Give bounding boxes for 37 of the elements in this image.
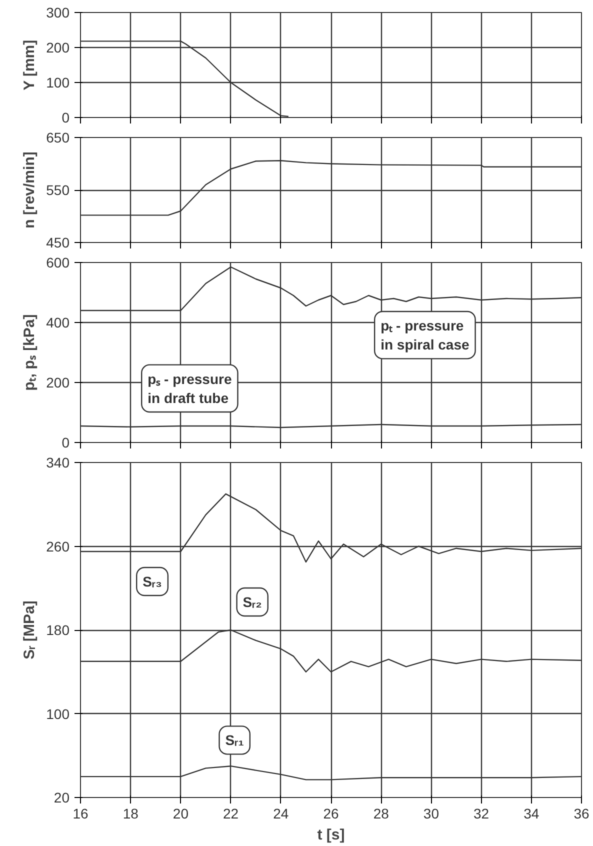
- y-tick-label: 550: [46, 182, 70, 198]
- y-axis-title: Sᵣ [MPa]: [21, 600, 38, 660]
- y-tick-label: 260: [46, 538, 70, 554]
- y-tick-label: 200: [46, 40, 70, 56]
- annotation: Sᵣ₁: [225, 732, 244, 748]
- x-tick-label: 16: [72, 806, 88, 822]
- y-tick-label: 20: [54, 790, 70, 806]
- y-tick-label: 200: [46, 374, 70, 390]
- x-tick-label: 30: [423, 806, 440, 822]
- y-tick-label: 400: [46, 314, 70, 330]
- annotation: pₛ - pressure in draft tube: [148, 370, 232, 406]
- x-tick-label: 20: [172, 806, 189, 822]
- annotation: Sᵣ₂: [242, 594, 262, 610]
- annotation: pₜ - pressure in spiral case: [380, 318, 470, 353]
- x-tick-label: 32: [474, 806, 490, 822]
- annotation: Sᵣ₃: [142, 573, 162, 590]
- x-axis-title: t [s]: [317, 826, 345, 844]
- y-tick-label: 340: [46, 454, 70, 470]
- x-tick-label: 18: [122, 806, 139, 822]
- y-tick-label: 180: [46, 622, 70, 638]
- y-tick-label: 100: [46, 74, 70, 90]
- y-tick-label: 450: [46, 234, 70, 250]
- y-tick-label: 0: [62, 434, 70, 450]
- y-tick-label: 0: [62, 110, 70, 126]
- y-tick-label: 300: [46, 4, 70, 20]
- x-tick-label: 22: [223, 806, 239, 822]
- x-tick-label: 36: [574, 806, 590, 822]
- x-tick-label: 26: [323, 806, 339, 822]
- x-tick-label: 34: [524, 806, 540, 822]
- y-axis-title: Y [mm]: [21, 40, 38, 90]
- y-axis-title: pₜ, pₛ [kPa]: [21, 314, 38, 391]
- x-tick-label: 28: [373, 806, 390, 822]
- y-tick-label: 650: [46, 130, 70, 146]
- y-tick-label: 100: [46, 706, 70, 722]
- y-axis-title: n [rev/min]: [21, 152, 38, 228]
- y-tick-label: 600: [46, 254, 70, 270]
- x-tick-label: 24: [273, 806, 289, 822]
